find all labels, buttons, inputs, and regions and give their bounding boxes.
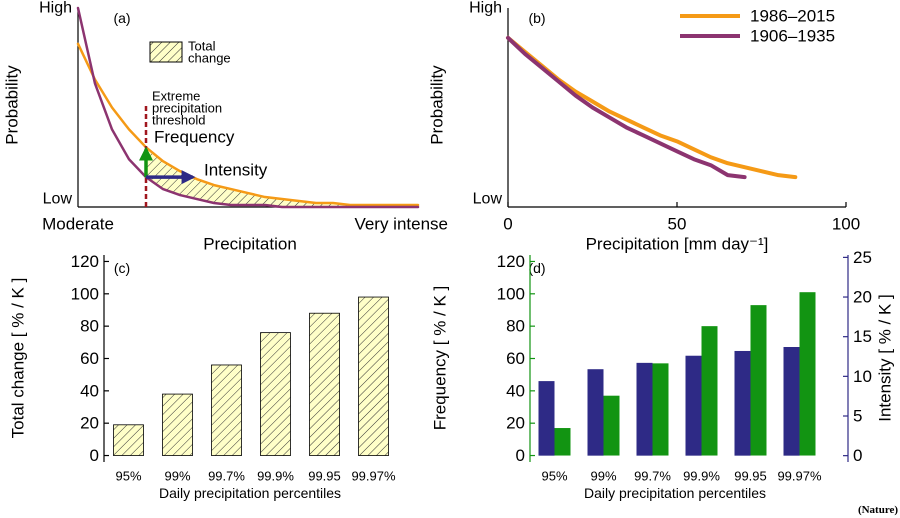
y-tick-label: Low [473, 191, 503, 208]
x-tick-label: Moderate [42, 215, 114, 234]
x-axis-label: Precipitation [203, 235, 297, 254]
bar [652, 363, 669, 456]
frequency-label: Frequency [154, 128, 235, 147]
y-axis-label: Frequency [ % / K ] [431, 286, 450, 431]
y-tick-label: 0 [516, 446, 525, 465]
bar [685, 355, 702, 456]
x-tick-label: 99.97% [777, 469, 822, 484]
x-tick-label: 99.9% [257, 469, 294, 484]
legend-label: 1906–1935 [750, 27, 835, 46]
y-tick-label: 40 [80, 381, 99, 400]
change-area [146, 147, 418, 207]
bar [587, 369, 604, 456]
line [506, 35, 798, 180]
y2-tick-label: 10 [853, 367, 872, 386]
bar [750, 305, 767, 456]
bar [603, 395, 620, 456]
legend-label: 1986–2015 [750, 7, 835, 26]
y-tick-label: High [469, 0, 502, 17]
x-tick-label: 100 [832, 215, 860, 234]
y2-axis-label: Intensity [ % / K ] [876, 294, 895, 422]
threshold-label: threshold [152, 113, 205, 128]
x-tick-label: 99% [590, 469, 616, 484]
y-axis-label: Total change [ % / K ] [9, 278, 28, 439]
bar [211, 364, 242, 456]
legend-label: change [188, 51, 231, 66]
y2-tick-label: 25 [853, 248, 872, 267]
bar [799, 292, 816, 456]
panel-label: (c) [114, 260, 130, 276]
x-tick-label: 99.7% [208, 469, 245, 484]
y-tick-label: 60 [80, 349, 99, 368]
bar [309, 312, 340, 456]
line [506, 35, 747, 180]
y-tick-label: 120 [497, 252, 525, 271]
bar [636, 362, 653, 456]
y-tick-label: 120 [71, 252, 99, 271]
y2-tick-label: 15 [853, 327, 872, 346]
x-tick-label: 99.9% [683, 469, 720, 484]
x-tick-label: 50 [668, 215, 687, 234]
bar [162, 393, 193, 456]
y-axis-label: Probability [428, 65, 447, 145]
x-axis-label: Daily precipitation percentiles [584, 485, 766, 501]
x-axis-label: Precipitation [mm day⁻¹] [586, 235, 769, 254]
y2-tick-label: 5 [853, 407, 862, 426]
bar [554, 428, 571, 456]
y-tick-label: 80 [506, 317, 525, 336]
legend-swatch [149, 41, 183, 63]
x-tick-label: 95% [115, 469, 141, 484]
panel-label: (b) [528, 10, 545, 26]
threshold-label: Extreme [152, 89, 200, 104]
x-tick-label: 99% [164, 469, 190, 484]
y-tick-label: 100 [497, 284, 525, 303]
y-axis-label: Probability [3, 65, 22, 145]
x-tick-label: 95% [541, 469, 567, 484]
y-tick-label: 80 [80, 317, 99, 336]
x-tick-label: 0 [503, 215, 512, 234]
line [76, 6, 420, 209]
y-tick-label: Low [43, 191, 73, 208]
bar [113, 424, 144, 456]
y-tick-label: High [39, 0, 72, 17]
bar [734, 350, 751, 456]
bar [783, 347, 800, 456]
x-tick-label: 99.95 [734, 469, 767, 484]
bar [260, 332, 291, 456]
y-tick-label: 60 [506, 349, 525, 368]
x-tick-label: Very intense [354, 215, 448, 234]
bar [701, 326, 718, 456]
panel-label: (d) [528, 260, 545, 276]
y2-tick-label: 20 [853, 288, 872, 307]
y-tick-label: 20 [80, 414, 99, 433]
threshold-label: precipitation [152, 101, 222, 116]
x-axis-label: Daily precipitation percentiles [159, 485, 341, 501]
y-tick-label: 20 [506, 414, 525, 433]
x-tick-label: 99.95 [308, 469, 341, 484]
bar [358, 296, 389, 456]
x-tick-label: 99.7% [634, 469, 671, 484]
y-tick-label: 40 [506, 381, 525, 400]
y-tick-label: 100 [71, 284, 99, 303]
source: (Nature) [858, 504, 898, 516]
panel-label: (a) [113, 10, 130, 26]
intensity-label: Intensity [204, 161, 268, 180]
bar [538, 381, 555, 456]
line [76, 42, 420, 207]
legend-label: Total [188, 39, 216, 54]
y-tick-label: 0 [90, 446, 99, 465]
y2-tick-label: 0 [853, 446, 862, 465]
x-tick-label: 99.97% [351, 469, 396, 484]
